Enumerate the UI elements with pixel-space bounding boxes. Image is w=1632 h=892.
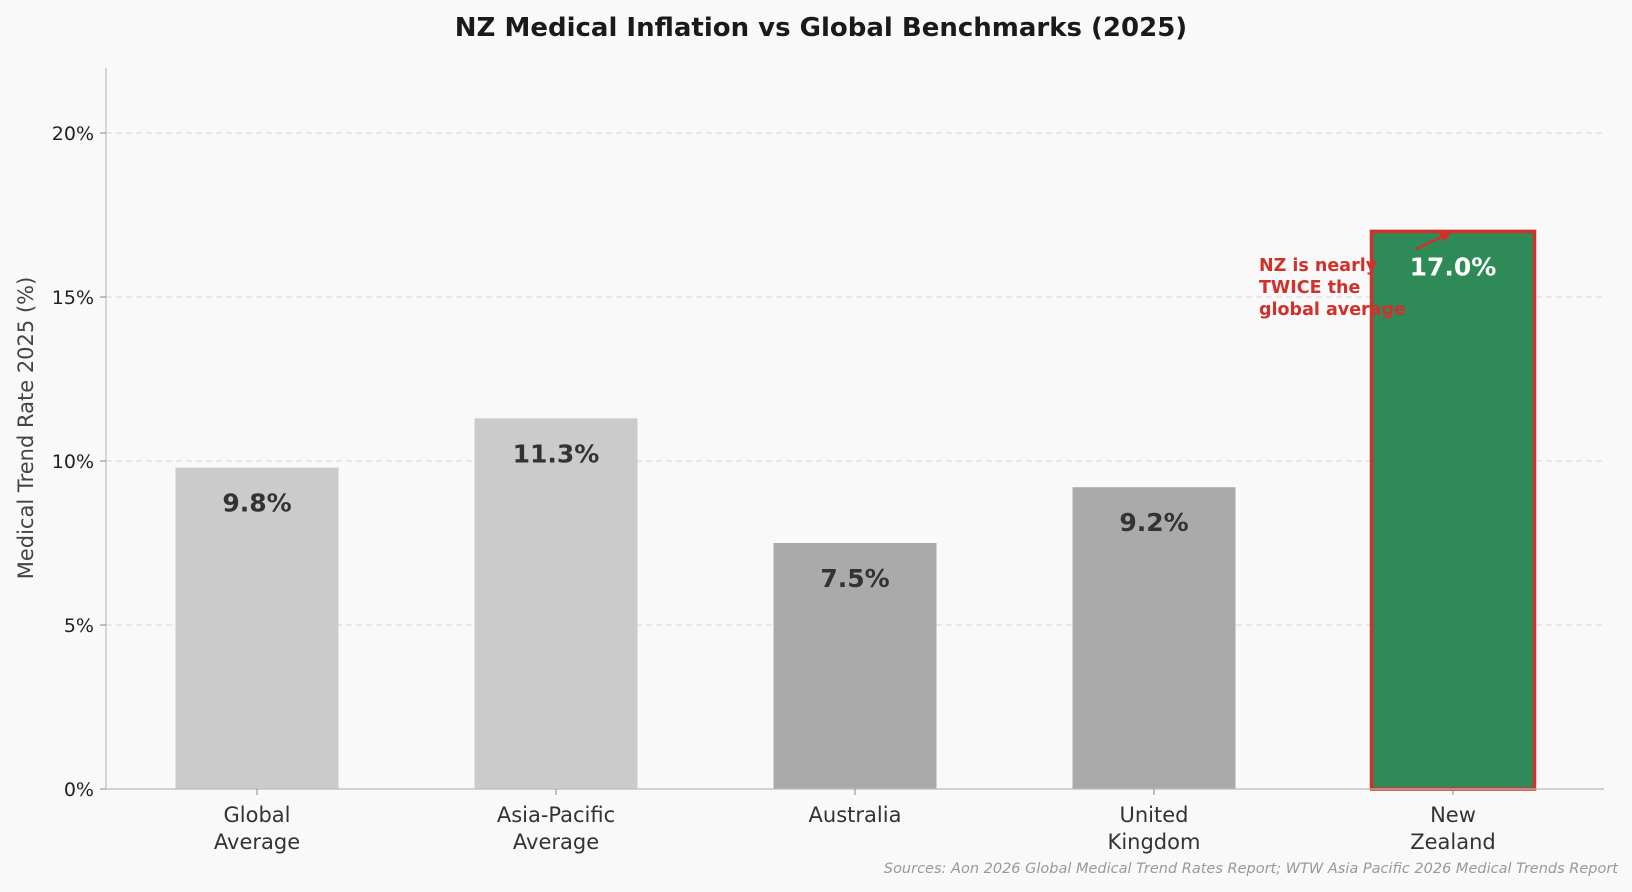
chart-title: NZ Medical Inflation vs Global Benchmark… xyxy=(455,13,1187,43)
x-tick-label: Average xyxy=(513,830,599,854)
y-tick-label: 10% xyxy=(52,451,94,473)
x-tick-label: Zealand xyxy=(1410,830,1496,854)
y-ticks: 0% 5% 10% 15% 20% xyxy=(52,123,106,801)
annotation-text: global average xyxy=(1259,300,1406,320)
x-tick-label: New xyxy=(1430,803,1476,827)
bar xyxy=(773,543,937,789)
data-label: 11.3% xyxy=(513,439,600,468)
x-tick-label: Australia xyxy=(809,803,902,827)
x-tick-label: United xyxy=(1120,803,1189,827)
data-label: 9.2% xyxy=(1119,508,1188,537)
y-axis-label: Medical Trend Rate 2025 (%) xyxy=(14,277,38,580)
y-tick-label: 20% xyxy=(52,123,94,145)
source-note: Sources: Aon 2026 Global Medical Trend R… xyxy=(884,861,1619,877)
y-tick-label: 15% xyxy=(52,287,94,309)
data-label: 17.0% xyxy=(1410,252,1497,281)
bar xyxy=(1369,229,1537,791)
bar xyxy=(175,467,339,789)
bar xyxy=(474,418,638,789)
arrow-head-icon xyxy=(1438,232,1452,242)
x-tick-label: Global xyxy=(224,803,291,827)
data-label: 7.5% xyxy=(820,564,889,593)
x-tick-label: Average xyxy=(214,830,300,854)
y-tick-label: 0% xyxy=(64,779,94,801)
annotation-arrow xyxy=(1415,233,1447,251)
annotation-text: TWICE the xyxy=(1259,278,1360,298)
annotation-text: NZ is nearly xyxy=(1259,256,1378,276)
bars: 9.8% 11.3% 7.5% 9.2% 17.0% xyxy=(175,229,1537,791)
bar xyxy=(1072,487,1236,789)
x-tick-label: Kingdom xyxy=(1108,830,1201,854)
x-tick-label: Asia-Pacific xyxy=(497,803,615,827)
y-tick-label: 5% xyxy=(64,615,94,637)
data-label: 9.8% xyxy=(222,489,291,518)
x-ticks: Global Average Asia-Pacific Average Australi… xyxy=(214,789,1496,854)
